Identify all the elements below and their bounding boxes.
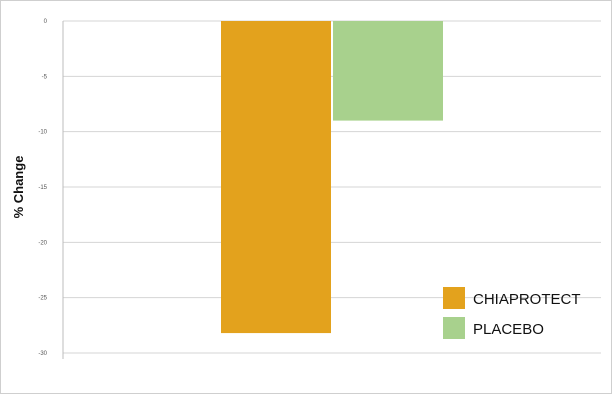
y-tick-label: 0 — [44, 19, 48, 25]
y-tick-label: -25 — [38, 296, 47, 302]
y-tick-label: -10 — [38, 130, 47, 136]
bars — [221, 21, 443, 334]
legend-swatch-chiaprotect — [443, 287, 465, 309]
y-tick-label: -15 — [38, 185, 47, 191]
legend: CHIAPROTECT PLACEBO — [443, 287, 581, 339]
y-tick-label: -20 — [38, 240, 47, 246]
bar-placebo — [333, 21, 443, 121]
y-axis-title: % Change — [11, 156, 26, 219]
gridlines — [63, 20, 601, 354]
legend-swatch-placebo — [443, 317, 465, 339]
y-tick-labels: 0 -5 -10 -15 -20 -25 -30 — [38, 19, 47, 357]
y-tick-label: -5 — [42, 74, 48, 80]
legend-label-chiaprotect: CHIAPROTECT — [473, 291, 581, 308]
bar-chiaprotect — [221, 21, 331, 334]
legend-label-placebo: PLACEBO — [473, 321, 544, 338]
y-tick-label: -30 — [38, 351, 47, 357]
